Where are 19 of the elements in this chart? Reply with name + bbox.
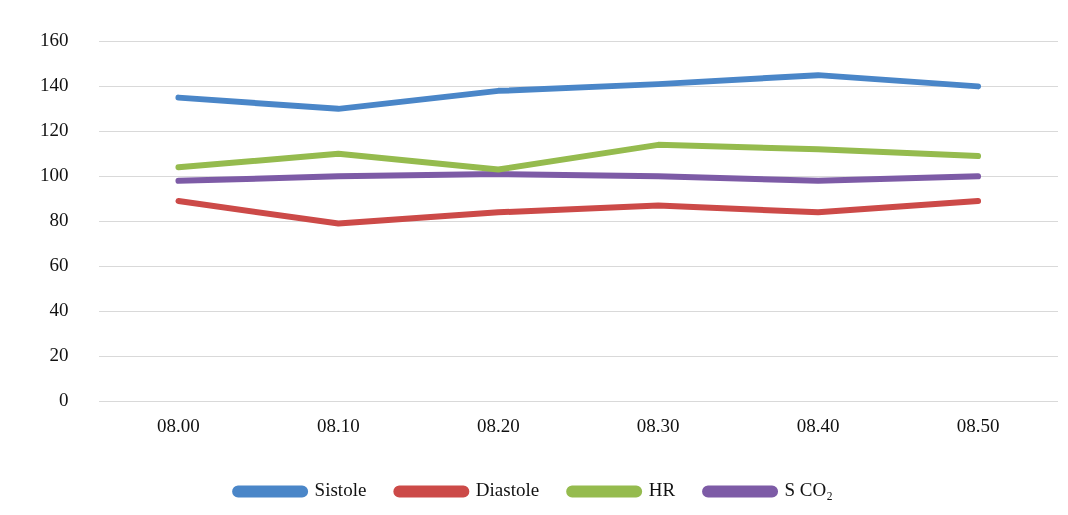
y-tick-label: 80	[49, 209, 69, 231]
legend-label: HR	[648, 479, 676, 501]
y-tick-label: 20	[49, 344, 69, 366]
x-tick-label: 08.10	[317, 414, 360, 436]
y-tick-label: 60	[49, 254, 69, 276]
y-tick-label: 120	[40, 119, 69, 141]
y-tick-label: 40	[49, 299, 69, 321]
y-tick-label: 0	[59, 389, 69, 411]
y-tick-label: 140	[40, 74, 69, 96]
legend-label: S CO₂	[784, 479, 833, 501]
x-tick-label: 08.40	[796, 414, 840, 436]
y-tick-label: 100	[40, 164, 69, 186]
x-tick-label: 08.50	[956, 414, 1000, 436]
y-tick-label: 160	[40, 29, 69, 51]
x-tick-label: 08.30	[636, 414, 680, 436]
legend-label: Sistole	[314, 479, 367, 501]
x-tick-label: 08.20	[476, 414, 520, 436]
legend-label: Diastole	[475, 479, 540, 501]
x-tick-label: 08.00	[157, 414, 200, 436]
